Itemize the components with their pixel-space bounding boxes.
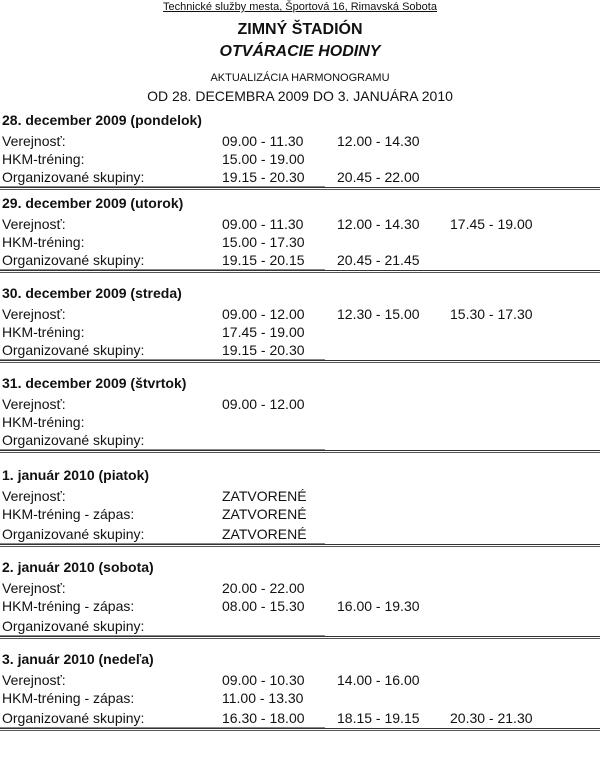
schedule-row: HKM-tréning - zápas: 11.00 - 13.30 [0,690,600,707]
day-heading: 1. január 2010 (piatok) [2,467,150,483]
underline [0,543,325,544]
schedule-row: Verejnosť: 09.00 - 11.30 12.00 - 14.30 [0,133,600,150]
time-slot: 16.30 - 18.00 [222,710,305,726]
row-label: Organizované skupiny: [2,342,145,358]
underline [0,449,325,450]
underline [0,635,325,636]
day-heading: 3. január 2010 (nedeľa) [2,651,154,667]
time-slot: 17.45 - 19.00 [222,324,305,340]
schedule-row: Organizované skupiny: [0,618,600,635]
time-slot: 19.15 - 20.30 [222,169,305,185]
update-label: AKTUALIZÁCIA HARMONOGRAMU [210,72,390,84]
time-slot: 18.15 - 19.15 [337,710,420,726]
section-divider [0,187,600,190]
schedule-row: Verejnosť: 09.00 - 10.30 14.00 - 16.00 [0,672,600,689]
time-slot: 14.00 - 16.00 [337,672,420,688]
underline [0,727,325,728]
row-label: Verejnosť: [2,580,66,596]
row-label: Organizované skupiny: [2,710,145,726]
time-slot: 09.00 - 12.00 [222,306,305,322]
day-heading: 31. december 2009 (štvrtok) [2,375,187,391]
row-label: HKM-tréning: [2,324,85,340]
schedule-row: Organizované skupiny: 19.15 - 20.15 20.45 … [0,252,600,269]
row-label: HKM-tréning - zápas: [2,598,135,614]
row-label: HKM-tréning: [2,151,85,167]
time-slot: 09.00 - 10.30 [222,672,305,688]
day-heading: 29. december 2009 (utorok) [2,195,184,211]
row-label: Verejnosť: [2,672,66,688]
time-slot: ZATVORENÉ [222,506,307,522]
schedule-row: HKM-tréning: [0,414,600,431]
time-slot: 09.00 - 11.30 [222,133,304,149]
row-label: HKM-tréning - zápas: [2,506,135,522]
time-slot: 20.45 - 22.00 [337,169,420,185]
schedule-row: HKM-tréning: 17.45 - 19.00 [0,324,600,341]
schedule-row: Organizované skupiny: 19.15 - 20.30 20.45 … [0,169,600,186]
row-label: Verejnosť: [2,488,66,504]
schedule-row: Verejnosť: 09.00 - 11.30 12.00 - 14.30 17.4… [0,216,600,233]
time-slot: ZATVORENÉ [222,526,307,542]
row-label: Organizované skupiny: [2,618,145,634]
day-heading: 30. december 2009 (streda) [2,285,182,301]
time-slot: 15.30 - 17.30 [450,306,533,322]
page-subtitle: OTVÁRACIE HODINY [219,43,381,60]
row-label: Verejnosť: [2,396,66,412]
time-slot: 20.45 - 21.45 [337,252,420,268]
schedule-row: Verejnosť: 09.00 - 12.00 [0,396,600,413]
schedule-row: HKM-tréning: 15.00 - 17.30 [0,234,600,251]
time-slot: 20.30 - 21.30 [450,710,533,726]
schedule-row: Verejnosť: 20.00 - 22.00 [0,580,600,597]
schedule-row: Verejnosť: ZATVORENÉ [0,488,600,505]
section-divider [0,360,600,363]
time-slot: 11.00 - 13.30 [222,690,304,706]
schedule-row: HKM-tréning - zápas: ZATVORENÉ [0,506,600,523]
time-slot: 17.45 - 19.00 [450,216,533,232]
day-heading: 2. január 2010 (sobota) [2,559,154,575]
row-label: Verejnosť: [2,216,66,232]
time-slot: 12.00 - 14.30 [337,133,420,149]
time-slot: 08.00 - 15.30 [222,598,305,614]
schedule-row: HKM-tréning: 15.00 - 19.00 [0,151,600,168]
row-label: Organizované skupiny: [2,526,145,542]
schedule-row: Organizované skupiny: ZATVORENÉ [0,526,600,543]
row-label: HKM-tréning - zápas: [2,690,135,706]
underline [0,186,325,187]
time-slot: 09.00 - 11.30 [222,216,304,232]
row-label: HKM-tréning: [2,234,85,250]
day-heading: 28. december 2009 (pondelok) [2,112,202,128]
schedule-row: Verejnosť: 09.00 - 12.00 12.30 - 15.00 15.3… [0,306,600,323]
time-slot: 12.00 - 14.30 [337,216,420,232]
time-slot: 16.00 - 19.30 [337,598,420,614]
organization-line: Technické služby mesta, Športová 16, Rim… [0,0,600,14]
underline [0,359,325,360]
time-slot: 15.00 - 19.00 [222,151,305,167]
row-label: Organizované skupiny: [2,432,145,448]
schedule-row: Organizované skupiny: 19.15 - 20.30 [0,342,600,359]
section-divider [0,728,600,731]
section-divider [0,544,600,547]
section-divider [0,270,600,273]
schedule-row: Organizované skupiny: 16.30 - 18.00 18.15 … [0,710,600,727]
time-slot: 19.15 - 20.30 [222,342,305,358]
row-label: Verejnosť: [2,133,66,149]
time-slot: 12.30 - 15.00 [337,306,420,322]
date-range: OD 28. DECEMBRA 2009 DO 3. JANUÁRA 2010 [147,88,453,104]
row-label: Organizované skupiny: [2,252,145,268]
organization-text: Technické služby mesta, Športová 16, Rim… [163,1,437,13]
time-slot: 15.00 - 17.30 [222,234,305,250]
row-label: HKM-tréning: [2,414,85,430]
time-slot: 19.15 - 20.15 [222,252,305,268]
section-divider [0,450,600,453]
schedule-row: Organizované skupiny: [0,432,600,449]
row-label: Organizované skupiny: [2,169,145,185]
page-title: ZIMNÝ ŠTADIÓN [237,21,363,38]
time-slot: ZATVORENÉ [222,488,307,504]
section-divider [0,636,600,639]
time-slot: 20.00 - 22.00 [222,580,305,596]
row-label: Verejnosť: [2,306,66,322]
underline [0,269,325,270]
schedule-row: HKM-tréning - zápas: 08.00 - 15.30 16.00 -… [0,598,600,615]
time-slot: 09.00 - 12.00 [222,396,305,412]
